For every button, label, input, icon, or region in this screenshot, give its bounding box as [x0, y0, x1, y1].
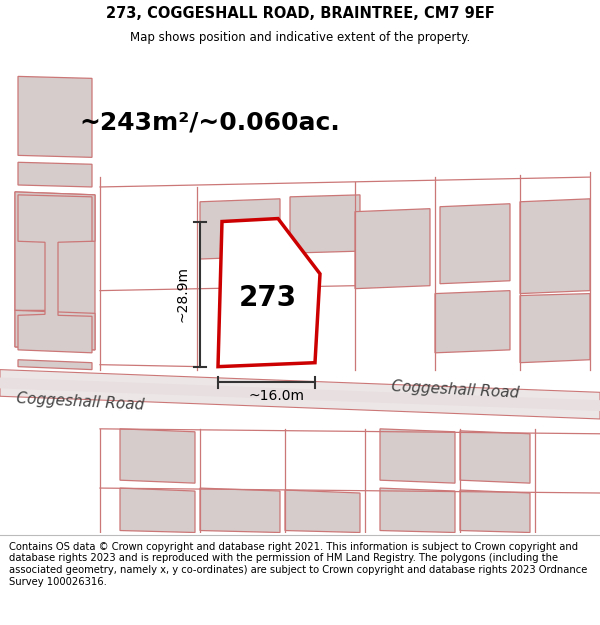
Polygon shape: [15, 311, 95, 350]
Polygon shape: [18, 360, 92, 369]
Polygon shape: [435, 291, 510, 353]
Polygon shape: [120, 488, 195, 532]
Text: Map shows position and indicative extent of the property.: Map shows position and indicative extent…: [130, 31, 470, 44]
Polygon shape: [218, 219, 320, 367]
Text: Coggeshall Road: Coggeshall Road: [391, 379, 520, 401]
Polygon shape: [15, 192, 95, 350]
Polygon shape: [15, 236, 55, 311]
Polygon shape: [460, 490, 530, 532]
Text: ~243m²/~0.060ac.: ~243m²/~0.060ac.: [80, 111, 340, 135]
Polygon shape: [520, 199, 590, 294]
Text: 273: 273: [239, 284, 297, 311]
Polygon shape: [440, 204, 510, 284]
Polygon shape: [18, 162, 92, 187]
Polygon shape: [15, 241, 55, 311]
Polygon shape: [15, 192, 95, 311]
Polygon shape: [120, 429, 195, 483]
Polygon shape: [290, 195, 360, 253]
Polygon shape: [200, 488, 280, 532]
Polygon shape: [200, 199, 280, 259]
Polygon shape: [18, 195, 92, 353]
Text: 273, COGGESHALL ROAD, BRAINTREE, CM7 9EF: 273, COGGESHALL ROAD, BRAINTREE, CM7 9EF: [106, 6, 494, 21]
Polygon shape: [380, 429, 455, 483]
Text: ~28.9m: ~28.9m: [175, 266, 189, 322]
Polygon shape: [0, 378, 600, 411]
Polygon shape: [285, 490, 360, 532]
Text: Contains OS data © Crown copyright and database right 2021. This information is : Contains OS data © Crown copyright and d…: [9, 542, 587, 586]
Polygon shape: [355, 209, 430, 289]
Text: ~16.0m: ~16.0m: [248, 389, 305, 403]
Polygon shape: [460, 431, 530, 483]
Polygon shape: [18, 76, 92, 158]
Polygon shape: [380, 488, 455, 532]
Polygon shape: [0, 369, 600, 419]
Polygon shape: [520, 294, 590, 362]
Text: Coggeshall Road: Coggeshall Road: [16, 391, 145, 413]
